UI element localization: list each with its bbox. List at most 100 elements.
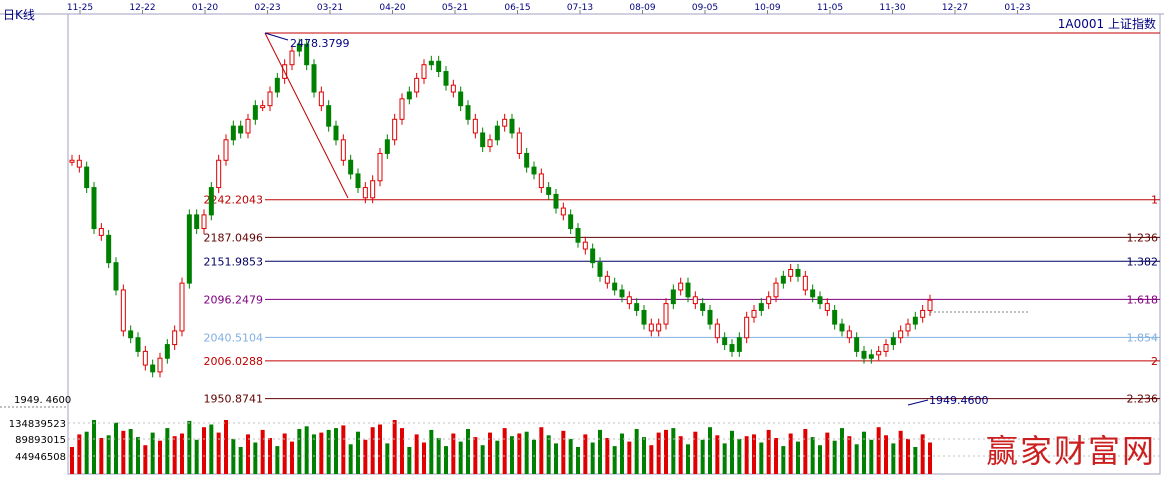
- candle-body: [296, 43, 302, 52]
- chart-period-label: 日K线: [3, 8, 35, 22]
- candle-body: [120, 289, 126, 332]
- volume-bar: [847, 436, 852, 474]
- candle-body: [157, 357, 163, 373]
- candle-body: [186, 214, 192, 284]
- volume-bar: [363, 439, 368, 474]
- candle-body: [663, 303, 669, 325]
- candle-body: [612, 282, 618, 291]
- x-tick-label: 10-09: [754, 3, 780, 13]
- candle-body: [340, 139, 346, 161]
- candle-body: [260, 105, 266, 109]
- candle-body: [729, 344, 735, 352]
- x-tick-label: 03-21: [317, 3, 343, 13]
- candle-body: [824, 303, 830, 311]
- candle-body: [597, 262, 603, 277]
- volume-bar: [128, 429, 133, 474]
- candle-body: [348, 159, 354, 175]
- volume-bar: [803, 429, 808, 474]
- candle-body: [370, 180, 376, 199]
- candle-body: [201, 214, 207, 230]
- volume-bar: [348, 444, 353, 474]
- volume-bar: [693, 431, 698, 474]
- fibonacci-ratio-label: 1.236: [1127, 231, 1159, 244]
- candle-body: [289, 50, 295, 66]
- candle-body: [326, 105, 332, 127]
- volume-bar: [598, 429, 602, 474]
- volume-bar: [370, 427, 375, 474]
- volume-bar: [539, 427, 544, 474]
- candle-body: [443, 71, 449, 86]
- volume-bar: [876, 427, 881, 474]
- volume-bar: [194, 439, 199, 474]
- volume-bar: [275, 446, 280, 474]
- volume-bar: [451, 433, 456, 474]
- volume-bar: [898, 430, 903, 474]
- candle-body: [230, 125, 236, 141]
- x-tick-label: 11-05: [817, 3, 843, 13]
- candle-body: [641, 309, 647, 325]
- fib-anchor-line: [264, 32, 349, 199]
- index-name-label: 1A0001 上证指数: [1057, 17, 1156, 31]
- volume-bar: [766, 429, 771, 474]
- x-tick-label: 06-15: [504, 3, 530, 13]
- x-tick-label: 05-21: [442, 3, 468, 13]
- volume-bar: [605, 438, 610, 474]
- volume-bar: [722, 443, 727, 474]
- volume-bar: [400, 428, 404, 474]
- volume-bar: [715, 435, 720, 474]
- fibonacci-value-label: 2187.0496: [204, 231, 264, 244]
- volume-bar: [532, 439, 536, 474]
- candle-body: [553, 193, 559, 209]
- x-tick-label: 07-13: [567, 3, 593, 13]
- volume-bar: [576, 447, 580, 474]
- volume-bar: [253, 442, 258, 474]
- candle-body: [626, 296, 632, 305]
- fibonacci-ratio-label: 2.236: [1127, 393, 1159, 406]
- candle-body: [69, 159, 75, 163]
- candle-body: [883, 344, 889, 352]
- volume-bar: [429, 429, 434, 474]
- volume-bar: [656, 432, 661, 474]
- candle-body: [758, 303, 764, 311]
- volume-bar: [414, 434, 419, 474]
- volume-bar: [143, 445, 148, 474]
- candle-body: [428, 60, 434, 66]
- candle-body: [465, 105, 471, 120]
- x-tick-label: 08-09: [629, 3, 655, 13]
- fibonacci-value-label: 2096.2479: [204, 293, 264, 306]
- candle-body: [421, 64, 427, 79]
- candle-body: [766, 296, 772, 305]
- low-price-label: 1949.4600: [929, 394, 989, 407]
- x-tick-label: 12-22: [129, 3, 155, 13]
- x-tick-label: 04-20: [379, 3, 405, 13]
- fibonacci-ratio-label: 1.382: [1127, 255, 1159, 268]
- candle-body: [773, 282, 779, 298]
- volume-bar: [392, 420, 397, 474]
- fibonacci-ratio-label: 1.854: [1127, 331, 1159, 344]
- candle-body: [546, 187, 552, 195]
- volume-bar: [700, 439, 705, 474]
- volume-bar: [165, 428, 170, 474]
- volume-bar: [356, 431, 360, 474]
- volume-bar: [312, 434, 316, 474]
- candle-body: [634, 303, 640, 311]
- candle-body: [714, 323, 720, 339]
- volume-bar: [862, 431, 866, 474]
- volume-bar: [774, 438, 778, 474]
- candle-body: [700, 303, 706, 311]
- candle-body: [494, 125, 500, 141]
- candle-body: [619, 289, 625, 298]
- volume-bar: [378, 424, 382, 474]
- volume-bar: [77, 434, 82, 474]
- volume-bar: [891, 443, 896, 474]
- volume-bar: [121, 430, 126, 474]
- candle-body: [267, 91, 273, 107]
- volume-bar: [326, 429, 331, 474]
- candle-body: [920, 309, 926, 318]
- volume-bar: [730, 430, 734, 474]
- candle-body: [898, 330, 904, 339]
- volume-bar: [510, 436, 514, 474]
- candle-body: [861, 350, 867, 359]
